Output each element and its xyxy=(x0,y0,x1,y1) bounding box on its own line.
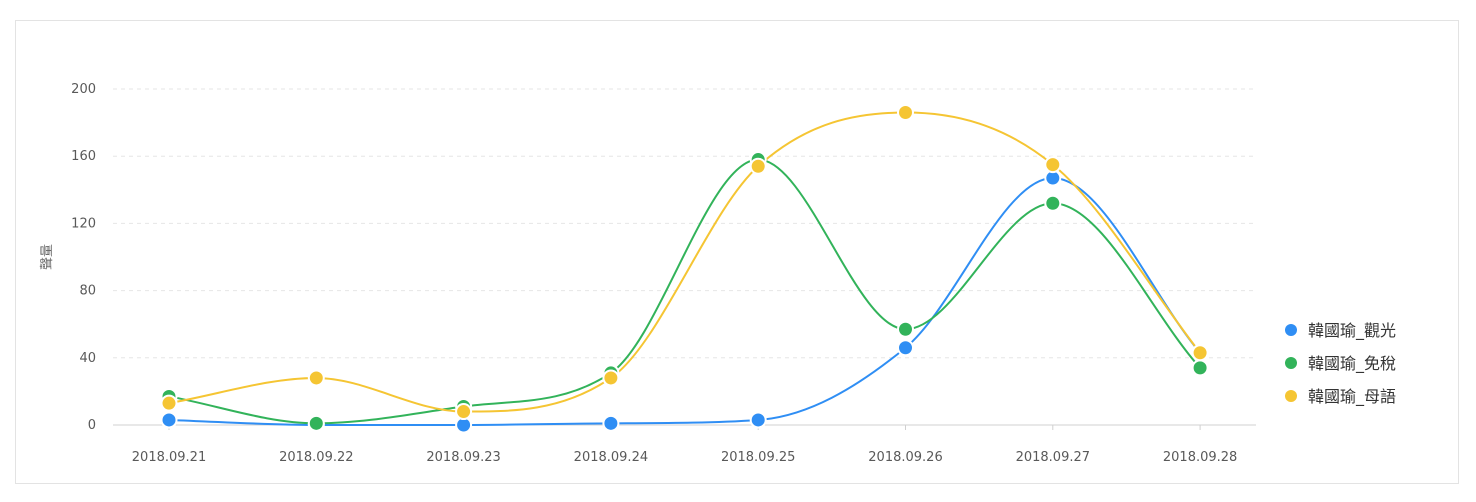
legend-label: 韓國瑜_觀光 xyxy=(1308,321,1396,341)
legend-label: 韓國瑜_免稅 xyxy=(1308,354,1396,374)
legend-marker xyxy=(1285,357,1297,369)
data-point-3 xyxy=(1044,156,1062,174)
data-point-2 xyxy=(1044,194,1062,212)
legend-label: 韓國瑜_母語 xyxy=(1308,387,1396,407)
data-point-1 xyxy=(897,339,914,357)
data-point-3 xyxy=(455,403,473,421)
data-point-1 xyxy=(160,411,178,429)
series-line-3 xyxy=(168,111,1201,413)
data-point-3 xyxy=(307,369,325,387)
data-point-2 xyxy=(1191,359,1209,377)
data-point-3 xyxy=(602,369,620,387)
x-tick-label: 2018.09.24 xyxy=(574,450,648,465)
y-axis-title: 聲量 xyxy=(39,244,55,270)
data-point-3 xyxy=(1191,344,1209,362)
data-point-3 xyxy=(749,157,767,175)
data-point-3 xyxy=(160,394,178,412)
grid-lines xyxy=(113,88,1256,359)
series-line-2 xyxy=(168,158,1201,425)
chart-panel xyxy=(15,20,1459,484)
legend-marker xyxy=(1285,390,1297,402)
y-axis-ticks: 0 40 80 120 160 200 xyxy=(71,82,96,433)
series-points xyxy=(160,104,1209,434)
x-tick-label: 2018.09.27 xyxy=(1016,450,1090,465)
x-tick-label: 2018.09.23 xyxy=(426,450,500,465)
y-tick-label: 80 xyxy=(79,284,96,299)
y-tick-label: 0 xyxy=(88,418,96,433)
y-tick-label: 160 xyxy=(71,149,96,164)
y-tick-label: 120 xyxy=(71,216,96,231)
data-point-1 xyxy=(602,414,620,432)
legend-marker xyxy=(1285,324,1297,336)
y-tick-label: 40 xyxy=(79,351,96,366)
x-tick-label: 2018.09.25 xyxy=(721,450,795,465)
data-point-1 xyxy=(749,411,767,429)
y-tick-label: 200 xyxy=(71,82,96,97)
x-axis: 2018.09.21 2018.09.22 2018.09.23 2018.09.24… xyxy=(113,424,1256,465)
data-point-2 xyxy=(897,320,914,338)
data-point-2 xyxy=(307,414,325,432)
x-tick-label: 2018.09.28 xyxy=(1163,450,1237,465)
series-line-1 xyxy=(168,177,1201,427)
x-tick-label: 2018.09.26 xyxy=(868,450,942,465)
data-point-3 xyxy=(897,104,914,122)
x-tick-label: 2018.09.22 xyxy=(279,450,353,465)
x-tick-label: 2018.09.21 xyxy=(132,450,206,465)
